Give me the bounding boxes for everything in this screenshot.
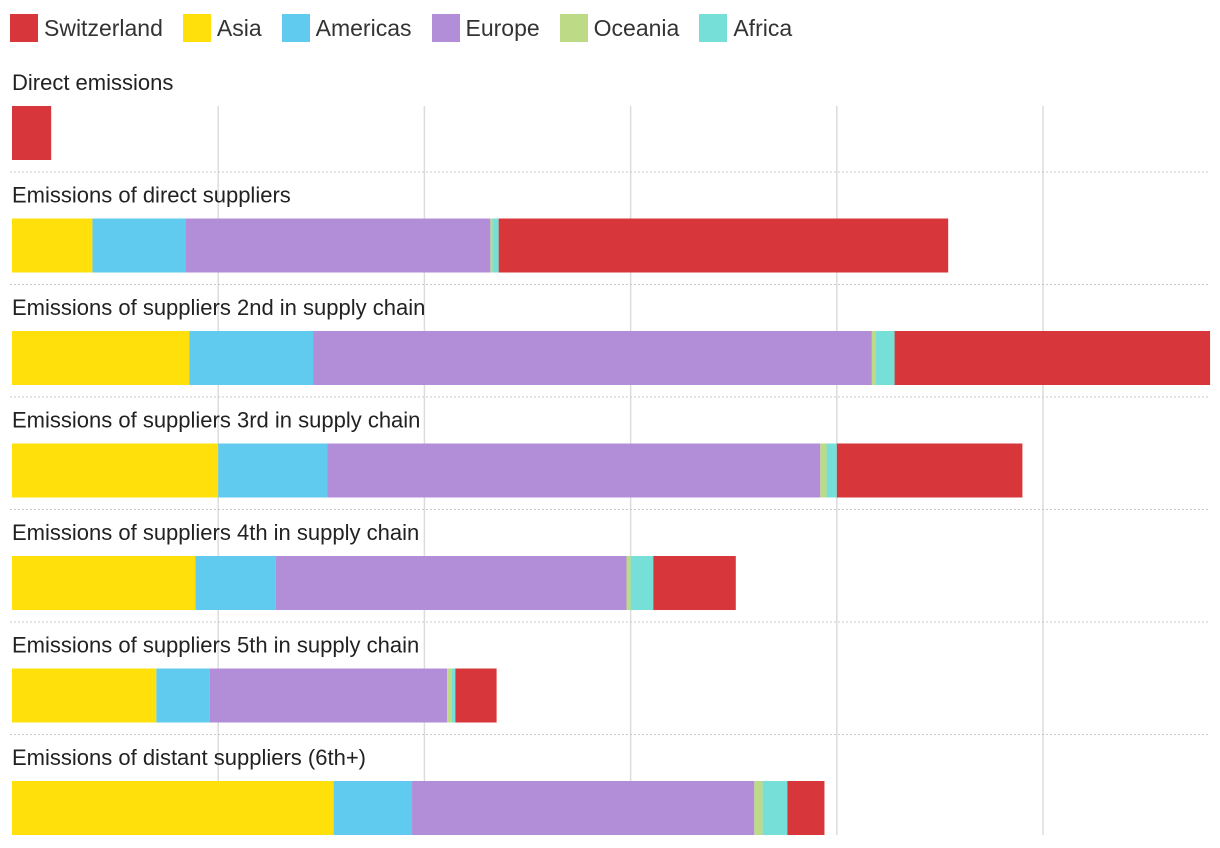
bar-segment-oceania	[754, 781, 763, 835]
bar-segment-switzerland	[12, 106, 52, 160]
bar-segment-europe	[412, 781, 755, 835]
legend-label: Europe	[465, 15, 540, 41]
chart-row: Emissions of suppliers 5th in supply cha…	[10, 633, 1208, 735]
bar-segment-africa	[826, 443, 837, 498]
bar-segment-asia	[12, 556, 196, 610]
bar-segment-americas	[218, 443, 328, 498]
bar-segment-europe	[327, 443, 821, 498]
legend-item-americas: Americas	[281, 14, 412, 42]
bar-segment-americas	[92, 218, 186, 273]
category-label: Emissions of suppliers 2nd in supply cha…	[12, 295, 425, 320]
bar-segment-asia	[12, 218, 93, 273]
bar-segment-oceania	[626, 556, 631, 610]
category-label: Emissions of suppliers 5th in supply cha…	[12, 633, 419, 658]
chart-row: Emissions of suppliers 2nd in supply cha…	[10, 295, 1211, 398]
bar-segment-europe	[209, 668, 448, 723]
legend: Switzerland Asia Americas Europe Oceania Afri…	[10, 13, 812, 43]
chart-row: Emissions of direct suppliers	[10, 183, 1208, 285]
bar-segment-europe	[313, 331, 872, 385]
bar-segment-africa	[492, 218, 499, 273]
bar-segment-switzerland	[653, 556, 736, 610]
bar-segment-africa	[630, 556, 654, 610]
chart-rows: Direct emissions Emissions of direct supp…	[10, 70, 1211, 835]
category-label: Direct emissions	[12, 70, 173, 95]
bar-segment-oceania	[490, 218, 493, 273]
bar-segment-europe	[275, 556, 627, 610]
bar-segment-oceania	[447, 668, 452, 723]
legend-item-africa: Africa	[699, 14, 792, 42]
legend-swatch	[431, 14, 460, 42]
bar-segment-switzerland	[787, 781, 825, 835]
legend-swatch	[699, 14, 728, 42]
legend-item-asia: Asia	[182, 14, 262, 42]
legend-label: Switzerland	[44, 15, 163, 41]
category-label: Emissions of direct suppliers	[12, 183, 291, 208]
legend-item-europe: Europe	[431, 14, 540, 42]
bar-segment-americas	[333, 781, 413, 835]
bar-segment-asia	[12, 443, 219, 498]
legend-item-oceania: Oceania	[559, 14, 680, 42]
legend-label: Africa	[733, 15, 793, 41]
bar-segment-africa	[876, 331, 895, 385]
chart-row: Emissions of suppliers 3rd in supply cha…	[10, 408, 1208, 510]
bar-segment-africa	[762, 781, 788, 835]
legend-swatch	[281, 14, 310, 42]
bar-segment-switzerland	[894, 331, 1211, 385]
legend-item-switzerland: Switzerland	[10, 14, 163, 42]
bar-segment-asia	[12, 668, 157, 723]
bar-segment-americas	[195, 556, 276, 610]
chart-row: Emissions of distant suppliers (6th+)	[12, 745, 825, 835]
bar-segment-europe	[185, 218, 491, 273]
bar-segment-oceania	[871, 331, 877, 385]
category-label: Emissions of suppliers 3rd in supply cha…	[12, 408, 420, 433]
legend-swatch	[182, 14, 211, 42]
legend-label: Americas	[315, 15, 412, 41]
category-label: Emissions of distant suppliers (6th+)	[12, 745, 366, 770]
bar-segment-asia	[12, 781, 334, 835]
bar-segment-switzerland	[455, 668, 497, 723]
bar-segment-switzerland	[498, 218, 949, 273]
bar-segment-oceania	[820, 443, 827, 498]
chart-row: Emissions of suppliers 4th in supply cha…	[10, 520, 1208, 623]
bar-segment-switzerland	[836, 443, 1023, 498]
bar-segment-africa	[451, 668, 456, 723]
legend-swatch	[559, 14, 588, 42]
chart-row: Direct emissions	[10, 70, 1208, 173]
legend-label: Oceania	[593, 15, 680, 41]
bar-segment-americas	[189, 331, 314, 385]
legend-label: Asia	[216, 15, 262, 41]
bar-segment-americas	[156, 668, 210, 723]
legend-swatch	[10, 14, 38, 42]
category-label: Emissions of suppliers 4th in supply cha…	[12, 520, 419, 545]
bar-segment-asia	[12, 331, 190, 385]
